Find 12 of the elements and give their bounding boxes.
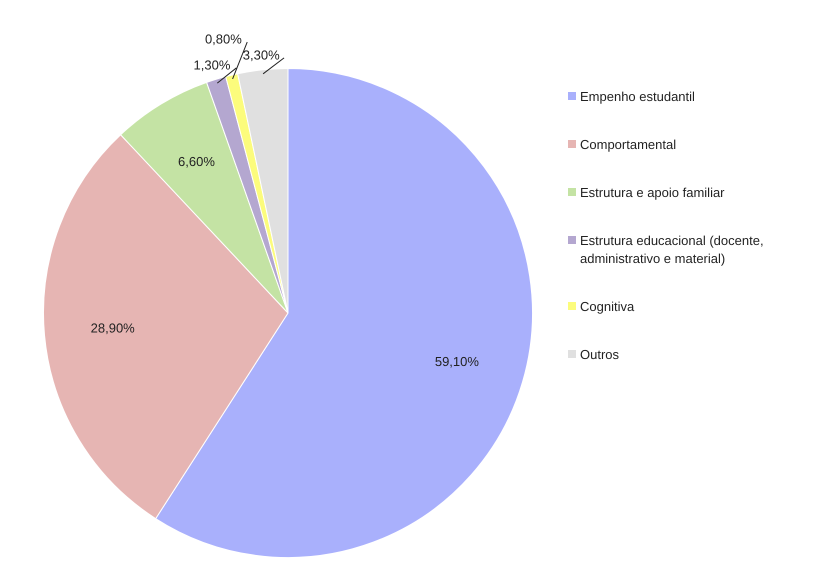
data-label: 3,30% [242, 47, 280, 62]
legend-label: Empenho estudantil [580, 88, 695, 106]
legend-label: Estrutura educacional (docente, administrativo e material) [580, 232, 765, 268]
data-label: 59,10% [434, 354, 480, 370]
data-label: 28,90% [90, 320, 136, 336]
legend-label: Estrutura e apoio familiar [580, 184, 725, 202]
data-label: 1,30% [194, 58, 231, 73]
legend-label: Cognitiva [580, 298, 634, 316]
legend-label: Comportamental [580, 136, 676, 154]
legend-label: Outros [580, 346, 620, 364]
data-label: 0,80% [204, 32, 242, 47]
data-label: 6,60% [178, 154, 216, 170]
